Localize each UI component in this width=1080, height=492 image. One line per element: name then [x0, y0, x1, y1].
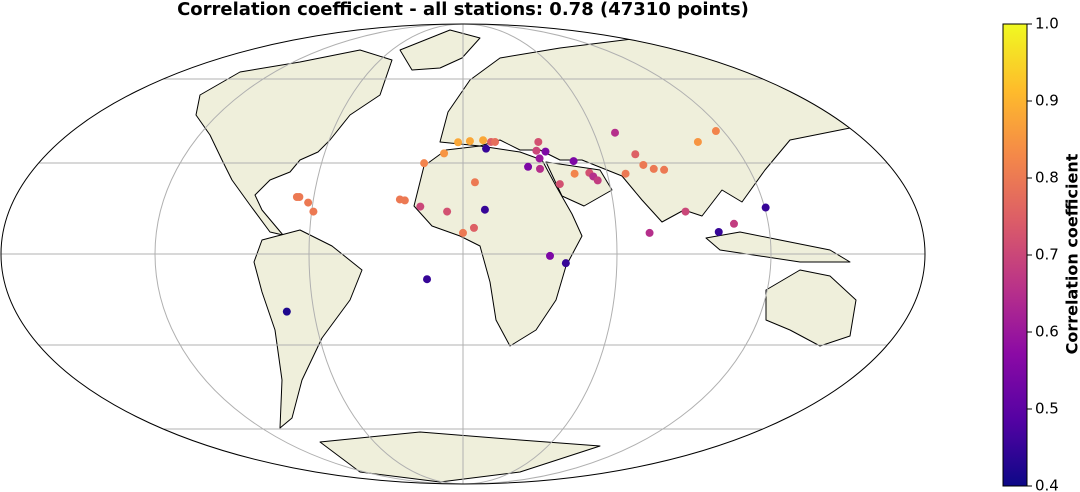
- station-point: [546, 251, 555, 260]
- station-point: [465, 137, 474, 146]
- station-point: [400, 196, 409, 205]
- land: [765, 269, 857, 347]
- station-point: [532, 146, 541, 155]
- station-point: [536, 164, 545, 173]
- land: [195, 49, 393, 236]
- land: [705, 231, 851, 263]
- station-point: [681, 207, 690, 216]
- station-point: [645, 228, 654, 237]
- colorbar-tick-label: 0.4: [1035, 477, 1059, 492]
- station-point: [454, 138, 463, 147]
- colorbar-tick-label: 0.6: [1035, 323, 1059, 341]
- station-point: [569, 157, 578, 166]
- colorbar-tick-label: 0.5: [1035, 400, 1059, 418]
- map: [1, 24, 925, 484]
- station-point: [631, 150, 640, 159]
- station-point: [423, 275, 432, 284]
- station-point: [761, 203, 770, 212]
- colorbar-tick-label: 0.8: [1035, 169, 1059, 187]
- station-point: [524, 162, 533, 171]
- station-point: [295, 192, 304, 201]
- points: [282, 127, 770, 316]
- colorbar-label: Correlation coefficient: [1063, 153, 1080, 354]
- colorbar-scale: [1002, 23, 1028, 487]
- colorbar-tick-label: 1.0: [1035, 15, 1059, 33]
- station-point: [443, 207, 452, 216]
- station-point: [649, 164, 658, 173]
- land: [413, 145, 583, 347]
- station-point: [561, 259, 570, 268]
- station-point: [639, 160, 648, 169]
- station-point: [611, 128, 620, 137]
- colorbar: 0.4 0.5 0.6 0.7 0.8 0.9 1.0: [1002, 15, 1059, 492]
- colorbar-tick-label: 0.9: [1035, 92, 1059, 110]
- station-point: [534, 137, 543, 146]
- station-point: [711, 127, 720, 136]
- station-point: [470, 178, 479, 187]
- station-point: [416, 202, 425, 211]
- station-point: [469, 223, 478, 232]
- station-point: [621, 169, 630, 178]
- station-point: [482, 144, 491, 153]
- station-point: [491, 137, 500, 146]
- map-border: [0, 23, 926, 485]
- station-point: [480, 205, 489, 214]
- station-point: [459, 228, 467, 237]
- chart-title: Correlation coefficient - all stations: …: [177, 0, 749, 20]
- station-point: [593, 176, 602, 185]
- station-point: [420, 159, 429, 168]
- station-point: [729, 219, 738, 228]
- land: [319, 431, 601, 483]
- land: [545, 161, 613, 207]
- station-point: [309, 207, 318, 216]
- station-point: [541, 147, 550, 156]
- station-point: [479, 136, 488, 145]
- station-point: [693, 137, 702, 146]
- land: [253, 229, 363, 429]
- station-point: [535, 154, 544, 163]
- station-point: [570, 169, 579, 178]
- station-point: [660, 165, 669, 174]
- station-point: [714, 227, 723, 236]
- station-point: [282, 307, 291, 316]
- graticule-line: [308, 24, 618, 484]
- station-point: [304, 198, 313, 207]
- graticule-line: [154, 24, 772, 484]
- station-point: [440, 149, 449, 158]
- colorbar-tick-label: 0.7: [1035, 246, 1059, 264]
- station-point: [555, 180, 564, 189]
- land: [399, 29, 481, 71]
